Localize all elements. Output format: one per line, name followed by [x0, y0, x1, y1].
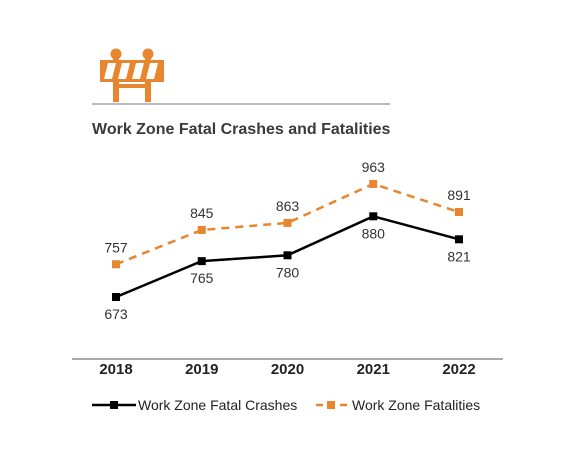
- x-tick-label-2020: 2020: [271, 361, 304, 378]
- legend-marker-crashes: [110, 401, 118, 409]
- point-fatalities-2018: [112, 260, 120, 269]
- line-fatalities: [115, 182, 460, 266]
- legend-marker-fatalities: [327, 401, 335, 409]
- data-label-fatalities-2018: 757: [104, 239, 128, 255]
- data-label-crashes-2022: 821: [447, 248, 471, 264]
- data-label-fatalities-2019: 845: [190, 205, 214, 221]
- x-tick-label-2022: 2022: [442, 361, 475, 378]
- road-barricade-icon: [100, 48, 164, 102]
- legend-label-fatalities: Work Zone Fatalities: [352, 397, 480, 413]
- point-crashes-2019: [197, 257, 206, 266]
- point-crashes-2018: [112, 293, 120, 302]
- x-axis-tick-labels: 2018 2019 2020 2021 2022: [99, 361, 475, 378]
- x-tick-label-2019: 2019: [185, 361, 218, 378]
- point-fatalities-2019: [197, 225, 206, 234]
- series-work-zone-fatal-crashes: 673 765 780 880 821: [104, 212, 471, 322]
- point-crashes-2020: [283, 251, 292, 260]
- x-tick-label-2021: 2021: [357, 361, 390, 378]
- data-label-crashes-2020: 780: [276, 264, 300, 280]
- data-label-fatalities-2022: 891: [447, 187, 471, 203]
- chart-title: Work Zone Fatal Crashes and Fatalities: [92, 121, 391, 138]
- data-label-fatalities-2020: 863: [276, 198, 300, 214]
- legend-label-crashes: Work Zone Fatal Crashes: [138, 397, 297, 413]
- point-crashes-2021: [369, 212, 378, 221]
- series-work-zone-fatalities: 757 845 863 963 891: [104, 159, 471, 269]
- data-label-fatalities-2021: 963: [362, 159, 386, 175]
- point-fatalities-2021: [369, 179, 378, 188]
- point-crashes-2022: [455, 235, 463, 244]
- x-tick-label-2018: 2018: [99, 361, 132, 378]
- point-fatalities-2020: [283, 218, 292, 227]
- data-label-crashes-2021: 880: [362, 225, 386, 241]
- point-fatalities-2022: [455, 208, 463, 217]
- legend: Work Zone Fatal Crashes Work Zone Fatali…: [92, 397, 480, 413]
- data-label-crashes-2019: 765: [190, 270, 214, 286]
- data-label-crashes-2018: 673: [104, 306, 128, 322]
